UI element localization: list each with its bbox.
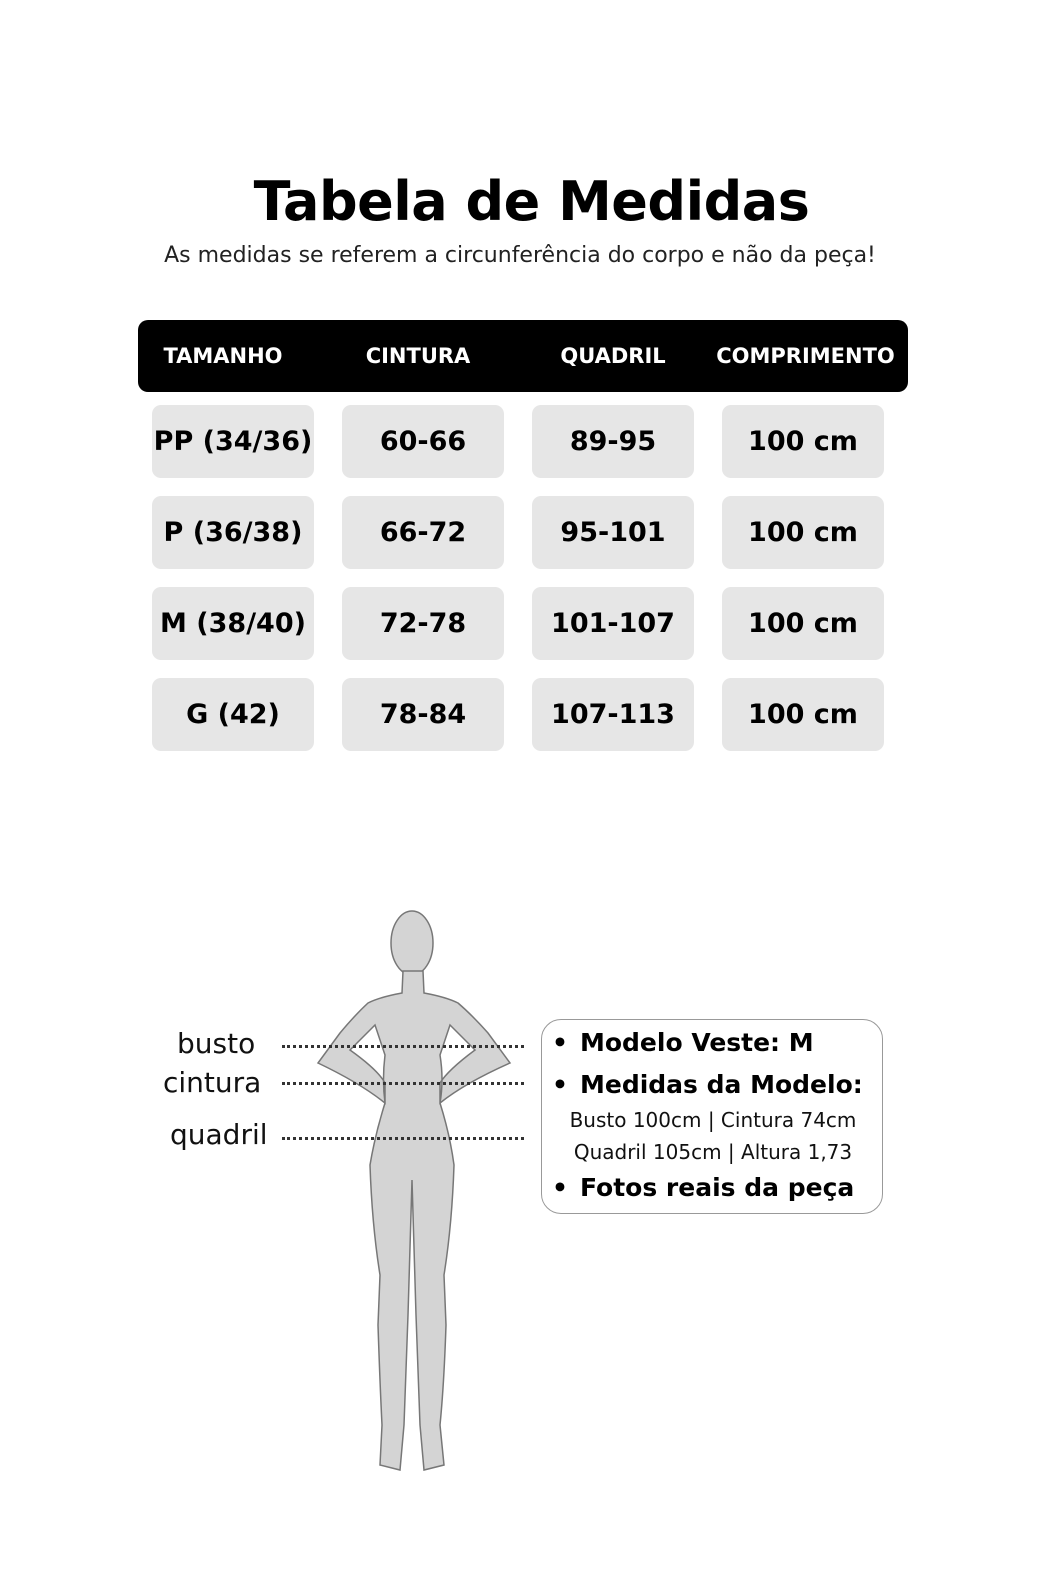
busto-line — [282, 1045, 524, 1048]
cell-cintura: 60-66 — [342, 405, 504, 478]
header-tamanho: TAMANHO — [163, 344, 283, 368]
cell-quadril: 89-95 — [532, 405, 694, 478]
label-cintura: cintura — [163, 1066, 262, 1099]
medidas-title: Medidas da Modelo: — [552, 1070, 863, 1099]
fotos-reais: Fotos reais da peça — [552, 1173, 854, 1202]
cell-cintura: 66-72 — [342, 496, 504, 569]
header-cintura: CINTURA — [365, 344, 471, 368]
cell-comprimento: 100 cm — [722, 587, 884, 660]
cell-comprimento: 100 cm — [722, 496, 884, 569]
cell-size: G (42) — [152, 678, 314, 751]
cell-comprimento: 100 cm — [722, 678, 884, 751]
cintura-line — [282, 1082, 524, 1085]
header-quadril: QUADRIL — [560, 344, 666, 368]
cell-size: P (36/38) — [152, 496, 314, 569]
cell-cintura: 78-84 — [342, 678, 504, 751]
page-subtitle: As medidas se referem a circunferência d… — [164, 243, 876, 268]
body-silhouette — [316, 910, 512, 1471]
cell-comprimento: 100 cm — [722, 405, 884, 478]
label-busto: busto — [177, 1027, 256, 1060]
medidas-line-2: Quadril 105cm | Altura 1,73 — [573, 1140, 853, 1164]
modelo-veste: Modelo Veste: M — [552, 1028, 814, 1057]
medidas-line-1: Busto 100cm | Cintura 74cm — [569, 1108, 857, 1132]
cell-quadril: 107-113 — [532, 678, 694, 751]
quadril-line — [282, 1137, 524, 1140]
cell-quadril: 101-107 — [532, 587, 694, 660]
header-comprimento: COMPRIMENTO — [716, 344, 895, 368]
label-quadril: quadril — [170, 1118, 268, 1151]
cell-cintura: 72-78 — [342, 587, 504, 660]
cell-size: PP (34/36) — [152, 405, 314, 478]
cell-quadril: 95-101 — [532, 496, 694, 569]
cell-size: M (38/40) — [152, 587, 314, 660]
model-info-box: Modelo Veste: M Medidas da Modelo: Busto… — [541, 1019, 883, 1214]
page-title: Tabela de Medidas — [253, 170, 810, 233]
table-header: TAMANHO CINTURA QUADRIL COMPRIMENTO — [138, 320, 908, 392]
